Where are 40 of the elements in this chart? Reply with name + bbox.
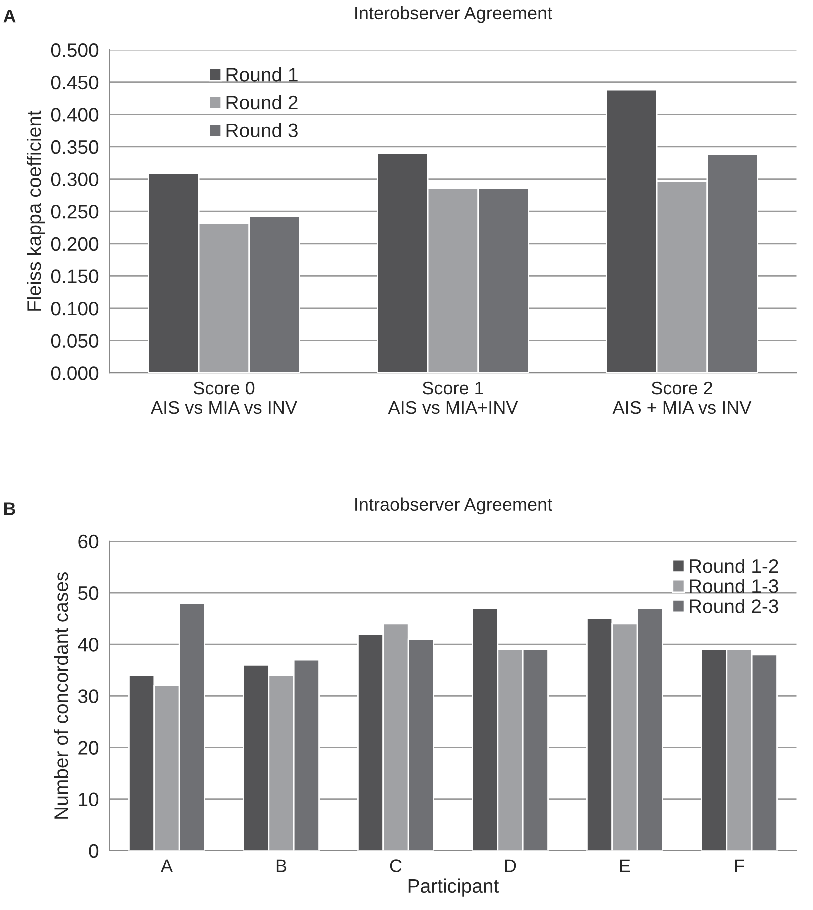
x-tick-label: B [276, 860, 287, 872]
x-tick-label: Score 1 AIS vs MIA+INV [388, 382, 518, 414]
y-tick-label: 0.500 [51, 44, 99, 58]
legend-label: Round 3 [226, 123, 298, 138]
y-axis-title: Number of concordant cases [54, 572, 68, 819]
x-tick-label: A [161, 860, 173, 872]
x-tick-label: D [505, 860, 516, 872]
legend-label: Round 2 [226, 95, 298, 110]
x-tick-label: C [390, 860, 402, 872]
x-tick-label: F [735, 860, 744, 872]
text: A [4, 10, 16, 23]
x-tick-label: Score 0 AIS vs MIA vs INV [151, 382, 298, 414]
x-tick-label: E [620, 860, 630, 872]
y-axis-title: Fleiss kappa coefficient [27, 110, 46, 311]
legend-label: Round 2-3 [690, 599, 778, 614]
y-tick-label: 0.250 [51, 205, 99, 219]
y-tick-label: 0.150 [51, 270, 99, 284]
y-tick-label: 0 [89, 844, 99, 858]
y-tick-label: 0.200 [51, 237, 99, 252]
chart-title: Interobserver Agreement [356, 6, 552, 24]
y-tick-label: 0.000 [51, 366, 99, 380]
y-tick-label: 0.450 [51, 76, 99, 90]
text: B [4, 502, 16, 516]
legend-label: Round 1 [226, 68, 298, 82]
y-tick-label: 40 [78, 638, 99, 652]
y-tick-label: 0.350 [51, 140, 99, 154]
chart-title: Intraobserver Agreement [356, 498, 552, 515]
y-tick-label: 30 [78, 690, 99, 704]
y-tick-label: 0.100 [51, 302, 99, 316]
legend-label: Round 1-2 [690, 558, 778, 574]
x-axis-title: Participant [408, 878, 500, 897]
y-tick-label: 20 [78, 741, 99, 755]
y-tick-label: 0.300 [51, 172, 99, 187]
legend-label: Round 1-3 [690, 579, 778, 594]
y-tick-label: 0.400 [51, 108, 99, 122]
y-tick-label: 10 [79, 792, 99, 807]
y-tick-label: 0.050 [51, 334, 99, 348]
y-tick-label: 60 [78, 534, 99, 549]
x-tick-label: Score 2 AIS + MIA vs INV [612, 382, 752, 414]
y-tick-label: 50 [78, 586, 99, 600]
